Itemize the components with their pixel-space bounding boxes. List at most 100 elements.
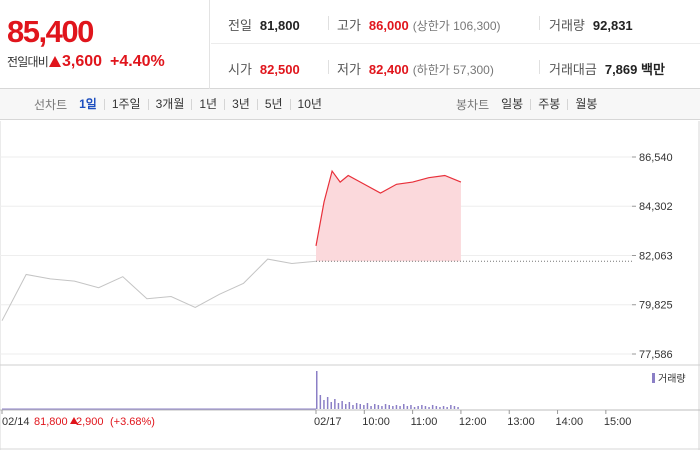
volume-bar xyxy=(395,405,398,409)
y-tick-labels: 86,540 84,302 82,063 79,825 77,586 xyxy=(639,152,673,361)
open-label: 시가 xyxy=(228,62,252,77)
divider xyxy=(328,16,329,30)
turnover-label: 거래대금 xyxy=(549,62,597,77)
summary-close: 81,800 xyxy=(34,416,68,428)
low-label: 저가 xyxy=(337,62,361,77)
line-chart-periods: 선차트 1일 1주일 3개월 1년 3년 5년 10년 xyxy=(34,89,329,120)
x-tick-label: 14:00 xyxy=(556,416,584,428)
x-tick-label: 15:00 xyxy=(604,416,632,428)
volume-bar xyxy=(392,406,394,409)
period-1y[interactable]: 1년 xyxy=(191,98,224,110)
volume-bar xyxy=(424,406,427,409)
volume-bar xyxy=(359,404,361,409)
change-label: 전일대비 xyxy=(7,55,49,69)
volume-bar xyxy=(431,405,434,409)
volume-bar xyxy=(428,407,430,409)
summary-change: 2,900 xyxy=(76,416,104,428)
volume-bar xyxy=(403,404,405,409)
volume-value: 92,831 xyxy=(592,18,633,33)
volume-bar xyxy=(341,401,343,409)
divider xyxy=(328,60,329,74)
upper-limit: (상한가 106,300) xyxy=(412,19,501,33)
volume-bar xyxy=(377,405,380,409)
volume-bar xyxy=(457,407,459,409)
stats-row-2: 시가 82,500 저가 82,400 (하한가 57,300) 거래대금 7,… xyxy=(211,44,700,88)
volume-bar xyxy=(345,404,347,409)
period-1d[interactable]: 1일 xyxy=(79,97,97,111)
volume-bar xyxy=(337,403,340,409)
volume-bar xyxy=(363,405,365,409)
volume-bar xyxy=(453,406,456,409)
volume-bar xyxy=(442,406,445,409)
x-tick-labels: 02/17 10:00 11:00 12:00 13:00 14:00 15:00 xyxy=(1,410,632,428)
volume-bar xyxy=(388,405,390,409)
change-row: 전일대비 3,600 +4.40% xyxy=(7,53,165,71)
period-3m[interactable]: 3개월 xyxy=(147,98,192,110)
current-price: 85,400 xyxy=(7,14,94,49)
change-amount: 3,600 xyxy=(61,53,103,70)
candle-weekly[interactable]: 주봉 xyxy=(530,98,567,110)
high-value: 86,000 xyxy=(368,18,409,33)
volume-bar xyxy=(417,406,419,409)
volume-bar xyxy=(384,404,387,409)
candle-daily[interactable]: 일봉 xyxy=(501,97,524,111)
x-tick-label: 02/17 xyxy=(314,416,342,428)
volume-bar xyxy=(439,407,441,409)
volume-bar xyxy=(326,397,329,409)
summary-up-triangle-icon xyxy=(70,417,78,424)
stats-row-1: 전일 81,800 고가 86,000 (상한가 106,300) 거래량 92… xyxy=(211,0,700,44)
period-10y[interactable]: 10년 xyxy=(289,98,329,110)
volume-bar xyxy=(406,406,409,409)
y-tick-label: 77,586 xyxy=(639,349,673,361)
high-stat: 고가 86,000 (상한가 106,300) xyxy=(337,15,501,34)
volume-bar xyxy=(366,403,369,409)
divider xyxy=(539,16,540,30)
volume-bar xyxy=(355,403,358,409)
volume-label: 거래량 xyxy=(549,18,585,33)
y-tick-label: 86,540 xyxy=(639,152,673,164)
period-3y[interactable]: 3년 xyxy=(224,98,257,110)
today-line xyxy=(315,169,462,246)
x-tick-label: 10:00 xyxy=(362,416,390,428)
y-tick-label: 82,063 xyxy=(639,251,673,263)
volume-bar xyxy=(334,399,336,409)
volume-bar xyxy=(323,400,325,409)
open-stat: 시가 82,500 xyxy=(228,59,300,78)
volume-bar xyxy=(319,395,322,409)
prev-close-value: 81,800 xyxy=(259,18,300,33)
price-box: 85,400 전일대비 3,600 +4.40% xyxy=(0,0,210,89)
volume-bar xyxy=(413,407,416,409)
change-rate: +4.40% xyxy=(110,53,165,70)
prev-day-summary: 02/14 81,800 2,900 (+3.68%) xyxy=(2,416,155,428)
volume-bar xyxy=(381,406,383,409)
prev-close-stat: 전일 81,800 xyxy=(228,15,300,34)
divider xyxy=(539,60,540,74)
period-5y[interactable]: 5년 xyxy=(256,98,290,110)
volume-legend-label: 거래량 xyxy=(658,373,686,385)
low-value: 82,400 xyxy=(368,62,409,77)
period-toolbar: 선차트 1일 1주일 3개월 1년 3년 5년 10년 봉차트 일봉 주봉 월봉 xyxy=(0,89,700,120)
up-triangle-icon xyxy=(48,56,61,67)
volume-bar xyxy=(446,407,448,409)
candle-monthly[interactable]: 월봉 xyxy=(567,98,604,110)
volume-bar xyxy=(435,406,438,409)
x-tick-label: 11:00 xyxy=(411,416,438,428)
price-chart-svg: 86,540 84,302 82,063 79,825 77,586 거래량 02/17… xyxy=(0,121,700,450)
volume-legend-swatch xyxy=(652,373,655,383)
turnover-stat: 거래대금 7,869 백만 xyxy=(549,59,665,78)
candle-chart-label: 봉차트 xyxy=(456,98,490,112)
y-tick-label: 84,302 xyxy=(639,201,673,213)
volume-bar xyxy=(348,402,351,409)
x-tick-label: 12:00 xyxy=(459,416,487,428)
volume-bar xyxy=(450,405,452,409)
period-1w[interactable]: 1주일 xyxy=(103,98,148,110)
x-tick-label: 13:00 xyxy=(507,416,535,428)
low-stat: 저가 82,400 (하한가 57,300) xyxy=(337,59,494,78)
lower-limit: (하한가 57,300) xyxy=(412,63,494,77)
volume-stat: 거래량 92,831 xyxy=(549,15,633,34)
y-tick-label: 79,825 xyxy=(639,300,673,312)
volume-bar xyxy=(316,371,318,409)
prev-close-label: 전일 xyxy=(228,18,252,33)
summary-rate: (+3.68%) xyxy=(110,416,155,428)
high-label: 고가 xyxy=(337,18,361,33)
